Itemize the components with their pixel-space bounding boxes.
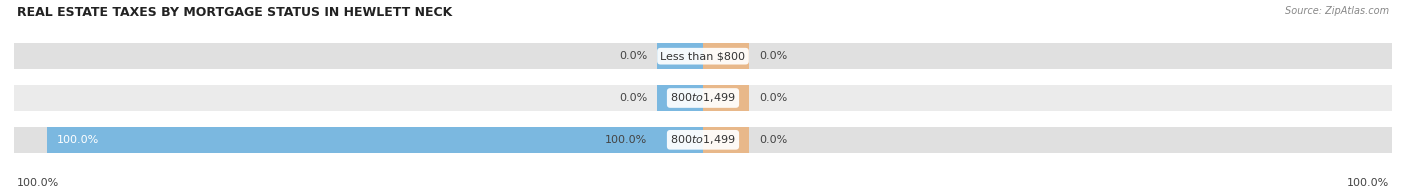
Bar <box>657 43 703 69</box>
Text: $800 to $1,499: $800 to $1,499 <box>671 92 735 104</box>
Text: 0.0%: 0.0% <box>759 51 787 61</box>
Bar <box>14 85 1392 111</box>
Text: 0.0%: 0.0% <box>759 135 787 145</box>
Bar <box>14 43 1392 69</box>
Bar <box>657 127 703 153</box>
Bar <box>46 127 703 153</box>
Text: REAL ESTATE TAXES BY MORTGAGE STATUS IN HEWLETT NECK: REAL ESTATE TAXES BY MORTGAGE STATUS IN … <box>17 6 453 19</box>
Bar <box>703 127 749 153</box>
Text: 0.0%: 0.0% <box>619 51 647 61</box>
Text: Source: ZipAtlas.com: Source: ZipAtlas.com <box>1285 6 1389 16</box>
Bar <box>657 85 703 111</box>
Text: 100.0%: 100.0% <box>1347 178 1389 188</box>
Text: Less than $800: Less than $800 <box>661 51 745 61</box>
Text: 100.0%: 100.0% <box>605 135 647 145</box>
Bar <box>703 43 749 69</box>
Text: $800 to $1,499: $800 to $1,499 <box>671 133 735 146</box>
Text: 0.0%: 0.0% <box>619 93 647 103</box>
Text: 100.0%: 100.0% <box>17 178 59 188</box>
Text: 100.0%: 100.0% <box>56 135 98 145</box>
Bar <box>14 127 1392 153</box>
Text: 0.0%: 0.0% <box>759 93 787 103</box>
Bar <box>703 85 749 111</box>
